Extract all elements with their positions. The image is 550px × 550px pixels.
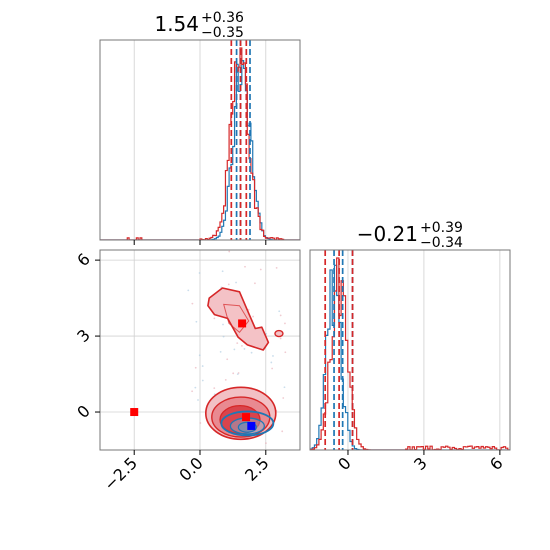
x-tick-label: 0 — [334, 453, 355, 474]
contour-small-blob — [274, 329, 284, 338]
title-x0-minus: −0.35 — [201, 25, 244, 41]
scatter-point — [228, 250, 231, 253]
histogram-x0-series — [100, 47, 300, 240]
scatter-point — [197, 399, 199, 401]
scatter-point — [233, 348, 236, 351]
title-x0-plus: +0.36 — [201, 10, 244, 26]
marker-series-2 — [242, 413, 251, 422]
scatter-point — [241, 344, 243, 347]
scatter-point — [265, 332, 268, 335]
title-x1-plus: +0.39 — [420, 220, 463, 236]
y-tick-label: 3 — [73, 325, 94, 346]
histogram-x1-ticks: 0 3 6 — [334, 450, 507, 474]
scatter-point — [224, 378, 227, 381]
scatter-point — [282, 397, 285, 399]
scatter-point — [278, 310, 281, 313]
scatter-point — [213, 387, 216, 389]
scatter-point — [194, 366, 197, 369]
scatter-point — [244, 265, 246, 268]
histogram-x0-grid — [133, 40, 267, 240]
x-tick-label: 0.0 — [175, 453, 206, 484]
scatter-point — [284, 322, 286, 325]
scatter-point — [250, 351, 253, 354]
scatter-point — [236, 342, 239, 344]
contour-blue-outer — [220, 410, 275, 437]
histogram-x0-quantiles — [230, 40, 251, 240]
x-tick-label: 2.5 — [241, 453, 272, 484]
scatter-point — [191, 302, 194, 305]
histogram-x1-grid — [347, 250, 501, 450]
x-tick-label: −2.5 — [100, 453, 141, 494]
contour-panel: −2.5 0.0 2.5 0 3 6 — [73, 249, 301, 494]
scatter-point — [213, 317, 216, 320]
marker-series-1 — [247, 421, 256, 430]
histogram-x0-series-2 — [100, 47, 300, 240]
histogram-x1-frame — [309, 249, 511, 451]
scatter-point — [272, 355, 274, 357]
x-tick-label: 3 — [410, 453, 431, 474]
scatter-point — [265, 442, 267, 445]
marker-series-2 — [130, 408, 139, 417]
scatter-point — [283, 386, 286, 389]
scatter-point — [221, 270, 224, 273]
scatter-point — [195, 320, 198, 323]
title-x1-minus: −0.34 — [420, 235, 463, 251]
histogram-x1-series — [310, 257, 510, 450]
scatter-point — [198, 354, 201, 357]
scatter-point — [270, 361, 273, 364]
scatter-point — [275, 266, 278, 269]
scatter-point — [284, 351, 287, 354]
scatter-point — [254, 282, 256, 285]
scatter-point — [281, 430, 284, 433]
scatter-point — [259, 268, 262, 271]
scatter-point — [279, 337, 282, 340]
title-x1-value: −0.21 — [357, 222, 418, 246]
scatter-point — [243, 348, 246, 350]
scatter-point — [232, 372, 235, 375]
histogram-x0-ticks — [133, 240, 267, 245]
marker-series-2 — [238, 319, 247, 328]
scatter-point — [222, 323, 224, 326]
histogram-x1-panel: 0 3 6 — [309, 249, 511, 474]
scatter-point — [198, 272, 201, 274]
scatter-point — [271, 367, 274, 370]
y-tick-label: 0 — [73, 401, 94, 422]
title-x1: −0.21 +0.39 −0.34 — [357, 220, 463, 251]
y-tick-label: 6 — [73, 249, 94, 270]
histogram-x1-series-1 — [310, 264, 510, 450]
scatter-point — [191, 390, 194, 393]
scatter-point — [219, 350, 222, 353]
scatter-point — [187, 289, 190, 292]
histogram-x1-quantiles — [324, 250, 354, 450]
scatter-point — [279, 314, 282, 317]
scatter-point — [236, 373, 239, 376]
contour-upper-outer — [207, 287, 270, 351]
histogram-x0-panel — [99, 39, 301, 245]
scatter-point — [222, 335, 225, 338]
histogram-x1-series-2 — [310, 257, 510, 450]
scatter-point — [194, 386, 197, 389]
scatter-point — [201, 365, 204, 367]
contour-ticks: −2.5 0.0 2.5 0 3 6 — [73, 249, 272, 494]
scatter-point — [252, 315, 254, 318]
contour-markers — [130, 319, 256, 430]
title-x0-value: 1.54 — [154, 12, 199, 36]
scatter-point — [226, 358, 229, 361]
scatter-point — [201, 379, 204, 382]
title-x0: 1.54 +0.36 −0.35 — [154, 10, 244, 41]
scatter-point — [227, 283, 230, 286]
scatter-point — [235, 281, 237, 284]
x-tick-label: 6 — [486, 453, 507, 474]
scatter-point — [199, 422, 202, 424]
